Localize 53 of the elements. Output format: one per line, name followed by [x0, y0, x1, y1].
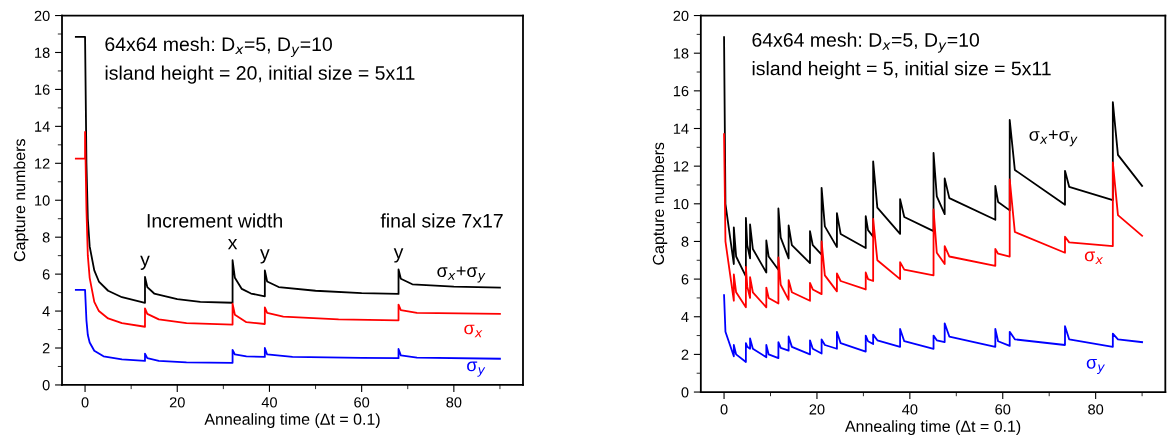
annotation: 64x64 mesh: D$_{x}$=5, D$_{y}$=10 [105, 36, 332, 57]
y-tick-label: 20 [34, 10, 50, 21]
annotation: x [227, 239, 238, 250]
y-tick-label: 18 [35, 47, 50, 58]
x-tick-label: 60 [995, 404, 1011, 415]
annotation: y [393, 248, 404, 263]
x-tick-label: 20 [809, 404, 825, 415]
annotation: island height = 5, initial size = 5x11 [752, 61, 1051, 80]
y-tick-label: 2 [681, 349, 689, 360]
y-tick-label: 6 [681, 274, 689, 285]
x-tick-label: 20 [169, 397, 185, 408]
series-label: σ$_{y}$ [1086, 358, 1105, 375]
y-tick-label: 4 [681, 312, 689, 323]
y-tick-label: 16 [673, 85, 689, 97]
series-label: σ$_{x}$+σ$_{y}$ [437, 266, 486, 283]
y-tick-label: 14 [35, 121, 50, 132]
y-tick-label: 16 [35, 84, 50, 95]
y-tick-label: 0 [681, 387, 689, 398]
series-label: σ$_{x}$ [1084, 251, 1104, 265]
annotation: y [140, 255, 150, 270]
y-tick-label: 18 [673, 48, 689, 59]
annotation: 64x64 mesh: D$_{x}$=5, D$_{y}$=10 [752, 32, 980, 53]
annotation: final size 7x17 [380, 213, 503, 228]
x-tick-label: 0 [81, 397, 89, 408]
annotation: island height = 20, initial size = 5x11 [105, 65, 415, 84]
x-axis-title: Annealing time (Δt = 0.1) [204, 413, 380, 429]
x-tick-label: 40 [902, 404, 918, 415]
y-tick-label: 20 [673, 10, 689, 21]
y-tick-label: 8 [681, 236, 689, 247]
x-tick-label: 60 [354, 397, 370, 408]
y-tick-label: 10 [35, 195, 50, 206]
x-tick-label: 80 [1088, 404, 1104, 415]
line-series [74, 35, 501, 304]
y-tick-label: 12 [673, 161, 689, 172]
x-tick-label: 0 [720, 404, 728, 415]
annotation: Increment width [147, 213, 282, 228]
y-tick-label: 10 [673, 198, 689, 210]
annotation: y [260, 249, 270, 264]
y-tick-label: 14 [673, 123, 689, 134]
series-label: σ$_{y}$ [467, 361, 486, 377]
x-axis-title: Annealing time (Δt = 0.1) [844, 420, 1021, 436]
series-label: σ$_{x}$+σ$_{y}$ [1029, 130, 1078, 147]
y-axis-title: Capture numbers [13, 139, 29, 262]
y-tick-label: 8 [42, 232, 50, 243]
y-tick-label: 2 [42, 343, 50, 354]
x-tick-label: 80 [446, 397, 462, 408]
y-tick-label: 12 [35, 158, 50, 169]
x-tick-label: 40 [261, 397, 277, 408]
y-tick-label: 4 [42, 306, 50, 317]
y-tick-label: 0 [42, 380, 50, 391]
y-axis-title: Capture numbers [652, 142, 668, 265]
y-tick-label: 6 [42, 269, 50, 280]
series-label: σ$_{x}$ [464, 324, 483, 338]
